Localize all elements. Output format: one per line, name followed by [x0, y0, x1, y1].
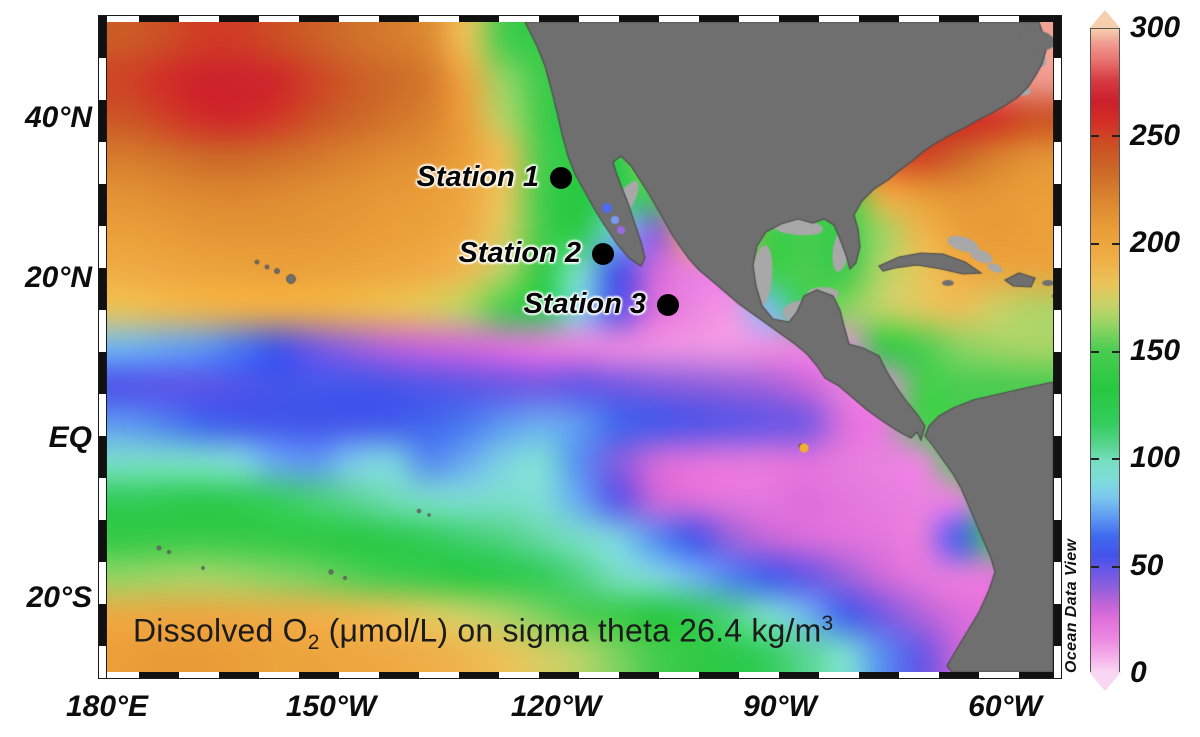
annotation-superscript: 3	[821, 612, 834, 635]
map-frame-right	[1053, 15, 1062, 679]
oxygen-heatmap-canvas	[107, 22, 1053, 672]
station-label-3: Station 3	[523, 288, 646, 320]
colorbar-tick-label-250: 250	[1130, 118, 1181, 152]
colorbar-tick-mark-150-left	[1091, 351, 1099, 353]
colorbar-tick-mark-200-right	[1112, 243, 1120, 245]
annotation-subscript: 2	[307, 631, 320, 655]
y-axis-tick-label-0: 40°N	[24, 101, 92, 134]
station-marker-1	[550, 167, 572, 189]
colorbar-tick-mark-200-left	[1091, 243, 1099, 245]
colorbar-tick-mark-100-left	[1091, 458, 1099, 460]
station-marker-3	[657, 294, 679, 316]
station-label-1: Station 1	[416, 161, 539, 193]
colorbar-tick-mark-50-right	[1112, 566, 1120, 568]
colorbar-tick-label-100: 100	[1130, 441, 1181, 474]
y-axis-tick-label-3: 20°S	[26, 581, 92, 614]
map-frame-left	[98, 15, 107, 679]
x-axis-tick-label-1: 150°W	[285, 690, 377, 723]
map-frame-bottom	[98, 671, 1062, 679]
annotation-text-1: Dissolved O	[133, 612, 308, 649]
colorbar-tick-label-150: 150	[1130, 333, 1181, 367]
colorbar-tick-mark-50-left	[1091, 566, 1099, 568]
colorbar-tick-mark-100-right	[1112, 458, 1120, 460]
y-axis-tick-label-2: EQ	[48, 421, 92, 454]
station-marker-2	[592, 243, 614, 265]
station-label-2: Station 2	[458, 237, 581, 269]
x-axis-tick-label-2: 120°W	[510, 690, 602, 723]
colorbar-arrow-down	[1089, 672, 1121, 691]
colorbar-arrow-up	[1089, 10, 1121, 29]
odv-watermark: Ocean Data View	[1063, 538, 1080, 673]
y-axis-tick-label-1: 20°N	[24, 261, 92, 294]
x-axis-tick-label-0: 180°E	[65, 690, 149, 723]
map-annotation: Dissolved O2 (μmol/L) on sigma theta 26.…	[133, 612, 833, 655]
colorbar-tick-label-300: 300	[1130, 11, 1181, 44]
colorbar-tick-mark-250-left	[1091, 135, 1099, 137]
x-axis-tick-label-3: 90°W	[743, 690, 817, 723]
colorbar-tick-mark-150-right	[1112, 351, 1120, 353]
x-axis-tick-label-4: 60°W	[968, 690, 1042, 723]
annotation-text-2: (μmol/L) on sigma theta 26.4 kg/m	[319, 612, 822, 649]
colorbar-tick-label-0: 0	[1130, 656, 1147, 689]
colorbar-tick-label-200: 200	[1130, 226, 1181, 259]
colorbar-tick-label-50: 50	[1130, 548, 1164, 582]
colorbar-tick-mark-250-right	[1112, 135, 1120, 137]
